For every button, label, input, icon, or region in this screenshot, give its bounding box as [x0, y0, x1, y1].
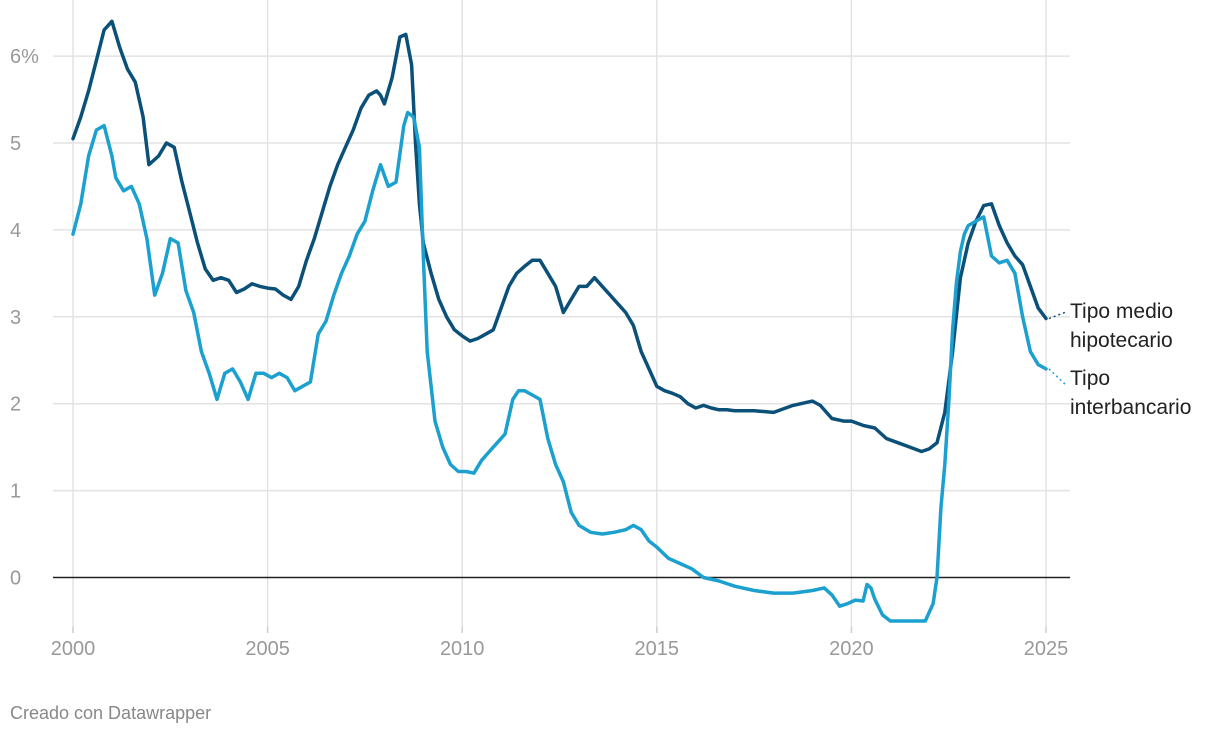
- series-label-line: hipotecario: [1070, 329, 1173, 352]
- x-tick-label: 2005: [245, 638, 290, 660]
- series-line-interbancario: [71, 110, 1048, 623]
- credit-text[interactable]: Creado con Datawrapper: [10, 703, 212, 723]
- y-tick-label: 6%: [10, 46, 39, 68]
- y-tick-label: 5: [10, 133, 21, 155]
- x-tick-label: 2000: [51, 638, 96, 660]
- x-tick-label: 2010: [440, 638, 485, 660]
- y-tick-label: 4: [10, 220, 21, 242]
- label-tipo-interbancario: Tipo interbancario: [1070, 367, 1191, 419]
- y-tick-label: 3: [10, 307, 21, 329]
- label-connector: [1048, 368, 1067, 386]
- series-layer: [71, 19, 1048, 623]
- label-tipo-medio-hipotecario: Tipo medio hipotecario: [1070, 300, 1173, 352]
- x-axis-ticks: 2000 2005 2010 2015 2020 2025: [51, 638, 1069, 660]
- x-tick-label: 2025: [1024, 638, 1069, 660]
- x-tick-label: 2015: [635, 638, 680, 660]
- series-label-line: Tipo medio: [1070, 300, 1173, 323]
- series-line-hipotecario: [71, 19, 1048, 454]
- series-label-line: Tipo: [1070, 367, 1110, 390]
- y-tick-label: 0: [10, 568, 21, 590]
- y-axis-ticks: 0 1 2 3 4 5 6%: [10, 46, 39, 589]
- x-tick-label: 2020: [829, 638, 874, 660]
- y-tick-label: 2: [10, 394, 21, 416]
- grid-lines: [53, 0, 1070, 633]
- series-label-line: interbancario: [1070, 396, 1191, 419]
- series-labels: Tipo medio hipotecario Tipo interbancario: [1048, 300, 1191, 419]
- label-connector: [1048, 311, 1067, 320]
- y-tick-label: 1: [10, 481, 21, 503]
